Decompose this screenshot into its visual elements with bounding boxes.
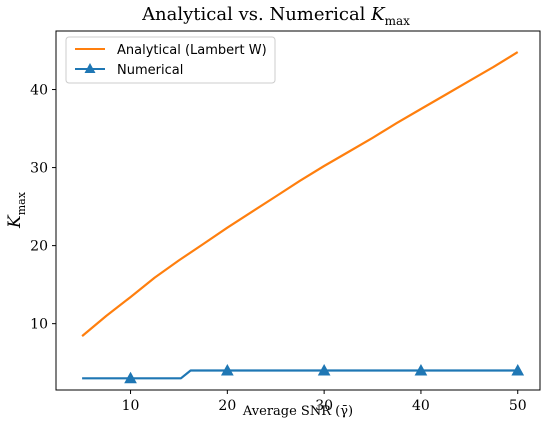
chart-title-var: K [370,4,386,25]
x-tick-label: 20 [218,398,236,414]
chart-title-sub: max [385,14,411,28]
data-point-numerical [220,363,234,376]
data-point-numerical [124,371,137,384]
legend-label-analytical: Analytical (Lambert W) [117,43,267,58]
x-tick-label: 50 [509,398,527,414]
chart-title: Analytical vs. Numerical Kmax [141,4,410,28]
x-axis-label: Average SNR (γ̄) [242,404,353,419]
series-line-analytical [81,51,519,337]
x-tick-label: 10 [122,398,140,414]
y-axis-ticks: 10 20 30 40 [30,83,56,333]
legend-box [65,36,276,84]
y-tick-label: 40 [30,83,48,99]
y-axis-label-sub: max [15,191,28,215]
x-tick-label: 40 [412,398,430,414]
y-tick-label: 30 [30,161,48,177]
y-tick-label: 10 [30,317,48,333]
y-axis-label-var: K [5,214,25,229]
legend-label-numerical: Numerical [117,63,183,78]
y-tick-label: 20 [30,239,48,255]
series-line-numerical [82,369,518,380]
chart-title-prefix: Analytical vs. Numerical [141,4,371,25]
y-axis-label: Kmax [5,191,28,229]
plot-frame [55,30,541,391]
legend-marker-numerical [84,63,96,73]
x-tick-label: 30 [315,398,333,414]
x-axis-ticks: 10 20 30 40 50 [122,390,527,414]
data-point-numerical [511,363,525,376]
legend: Analytical (Lambert W) Numerical [65,36,276,84]
series-layer [81,51,525,384]
data-point-numerical [317,363,331,376]
data-point-numerical [414,363,428,376]
